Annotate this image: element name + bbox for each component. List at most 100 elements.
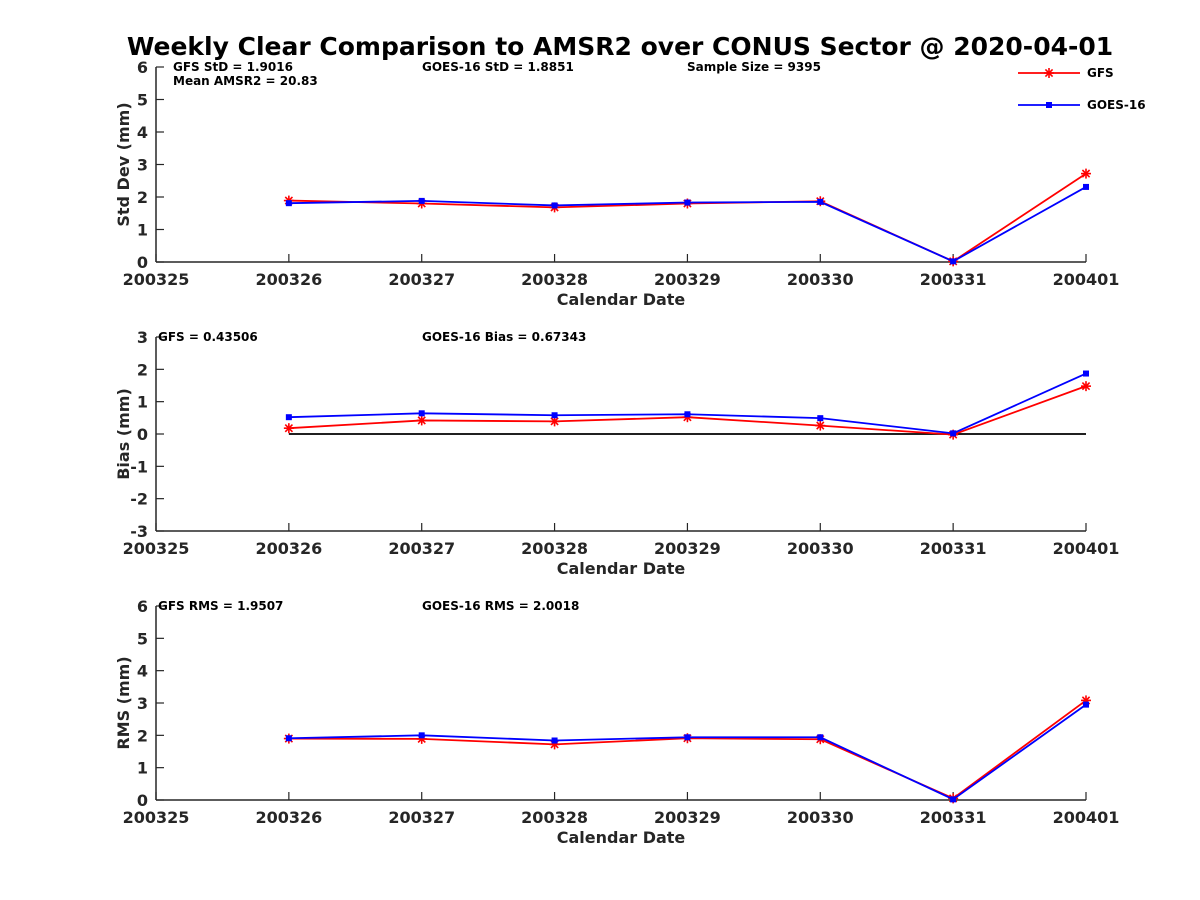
y-tick-label: 1 — [137, 221, 148, 240]
chart-legend: GFS GOES-16 — [1018, 66, 1146, 112]
data-point — [950, 430, 957, 437]
data-point — [1081, 381, 1091, 392]
x-axis-label: Calendar Date — [557, 290, 686, 309]
y-tick-label: -3 — [130, 522, 148, 541]
x-tick-label: 200325 — [123, 270, 190, 289]
data-point — [551, 412, 558, 419]
x-tick-label: 200331 — [920, 270, 987, 289]
data-point — [418, 732, 425, 739]
annotation-goes-bias: GOES-16 Bias = 0.67343 — [422, 330, 586, 344]
series-goes-16 — [285, 183, 1089, 265]
panel-2: 200325 200326 200327 200328 200329 200330 2003… — [114, 328, 1119, 578]
y-axis-label: RMS (mm) — [114, 656, 133, 749]
x-tick-label: 200401 — [1053, 808, 1120, 827]
x-tick-label: 200401 — [1053, 539, 1120, 558]
panel-1: 200325 200326 200327 200328 200329 200330 2003… — [114, 58, 1119, 309]
data-point — [684, 734, 691, 741]
x-tick-label: 200326 — [255, 539, 322, 558]
data-point-stroke — [550, 417, 559, 426]
x-tick-label: 200331 — [920, 808, 987, 827]
y-tick-label: 4 — [137, 662, 148, 681]
x-tick-label: 200326 — [255, 270, 322, 289]
data-point-stroke — [417, 416, 426, 425]
series-line — [288, 186, 1087, 263]
y-axis-label: Bias (mm) — [114, 388, 133, 480]
y-tick-label: 4 — [137, 123, 148, 142]
chart-panels: 200325 200326 200327 200328 200329 200330 2003… — [114, 58, 1119, 847]
annotation-sample-size: Sample Size = 9395 — [687, 60, 821, 74]
x-tick-label: 200329 — [654, 808, 721, 827]
legend-label: GFS — [1087, 66, 1114, 80]
y-tick-label: -2 — [130, 490, 148, 509]
y-tick-label: 3 — [137, 328, 148, 347]
x-tick-label: 200331 — [920, 539, 987, 558]
y-tick-label: 0 — [137, 791, 148, 810]
data-point — [1083, 701, 1089, 708]
data-point — [815, 420, 826, 431]
x-tick-label: 200330 — [787, 539, 854, 558]
annotation-goes-rms: GOES-16 RMS = 2.0018 — [422, 599, 579, 613]
data-point — [416, 415, 427, 426]
data-point — [285, 200, 292, 207]
series-line — [288, 699, 1087, 800]
data-point-stroke — [1081, 381, 1091, 391]
data-point — [684, 411, 691, 418]
x-axis-label: Calendar Date — [557, 828, 686, 847]
annotation-gfs-rms: GFS RMS = 1.9507 — [158, 599, 283, 613]
y-tick-label: 1 — [137, 759, 148, 778]
series-goes-16 — [285, 370, 1089, 437]
x-tick-label: 200325 — [123, 808, 190, 827]
data-point — [817, 734, 824, 741]
x-tick-label: 200330 — [787, 270, 854, 289]
y-axis-label: Std Dev (mm) — [114, 102, 133, 226]
x-tick-label: 200327 — [388, 270, 455, 289]
data-point — [684, 199, 691, 206]
series-line — [288, 372, 1087, 435]
y-tick-label: 3 — [137, 694, 148, 713]
data-point-stroke — [816, 421, 825, 430]
y-tick-label: 0 — [137, 253, 148, 272]
x-axis-label: Calendar Date — [557, 559, 686, 578]
data-point — [285, 735, 292, 742]
legend-marker-stroke — [1044, 68, 1054, 78]
data-point — [551, 202, 558, 209]
annotation-mean-amsr2: Mean AMSR2 = 20.83 — [173, 74, 318, 88]
annotation-goes-std: GOES-16 StD = 1.8851 — [422, 60, 574, 74]
x-tick-label: 200330 — [787, 808, 854, 827]
data-point — [285, 414, 292, 421]
y-tick-label: 5 — [137, 629, 148, 648]
x-tick-label: 200325 — [123, 539, 190, 558]
data-point — [950, 796, 957, 803]
data-point — [817, 198, 824, 205]
chart-title: Weekly Clear Comparison to AMSR2 over CO… — [127, 32, 1113, 61]
data-point — [817, 415, 824, 422]
y-tick-label: 0 — [137, 425, 148, 444]
x-tick-label: 200328 — [521, 808, 588, 827]
data-point — [283, 423, 294, 434]
y-tick-label: 2 — [137, 360, 148, 379]
legend-marker — [1046, 102, 1052, 108]
series-line — [288, 172, 1087, 263]
panel-3: 200325 200326 200327 200328 200329 200330 2003… — [114, 597, 1119, 847]
x-tick-label: 200326 — [255, 808, 322, 827]
data-point-stroke — [1081, 169, 1091, 178]
legend-item-gfs: GFS — [1018, 66, 1114, 80]
legend-item-goes-16: GOES-16 — [1018, 98, 1146, 112]
series-goes-16 — [285, 701, 1089, 803]
y-tick-label: 6 — [137, 58, 148, 77]
series-line — [288, 703, 1087, 801]
x-tick-label: 200328 — [521, 539, 588, 558]
x-tick-label: 200329 — [654, 539, 721, 558]
data-point — [1083, 183, 1089, 190]
legend-marker — [1044, 68, 1054, 78]
annotation-gfs-std: GFS StD = 1.9016 — [173, 60, 293, 74]
y-tick-label: 2 — [137, 726, 148, 745]
data-point — [1081, 168, 1091, 179]
y-tick-label: 6 — [137, 597, 148, 616]
y-tick-label: 1 — [137, 393, 148, 412]
data-point — [418, 410, 425, 417]
y-tick-label: 3 — [137, 156, 148, 175]
y-tick-label: 5 — [137, 91, 148, 110]
data-point — [950, 258, 957, 265]
